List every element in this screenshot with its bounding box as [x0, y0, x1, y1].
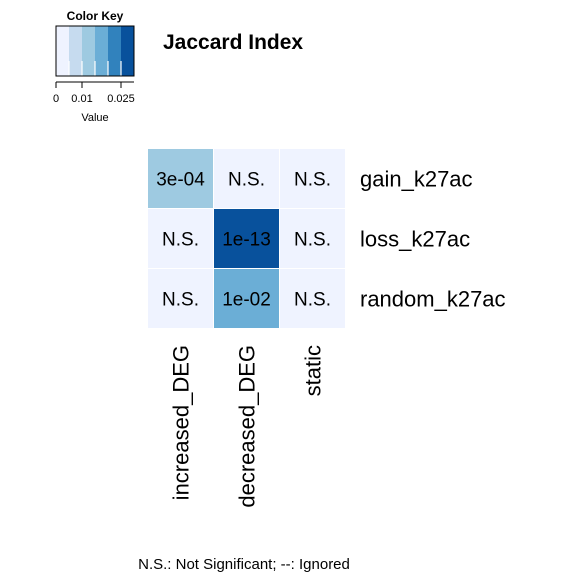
heatmap-cell-label: N.S.	[162, 230, 199, 251]
color-key-swatch	[69, 26, 82, 76]
color-key-swatch	[121, 26, 134, 76]
heatmap-cell-label: N.S.	[294, 290, 331, 311]
color-key: Color Key 0 0.01 0.025 Value	[53, 9, 135, 124]
row-labels: gain_k27ac loss_k27ac random_k27ac	[360, 167, 506, 312]
column-label: decreased_DEG	[235, 345, 260, 508]
color-key-tick-label: 0	[53, 93, 59, 105]
color-key-ticks: 0 0.01 0.025	[53, 82, 135, 105]
heatmap-cell-label: N.S.	[162, 290, 199, 311]
heatmap-cell-label: N.S.	[294, 230, 331, 251]
row-label: random_k27ac	[360, 287, 506, 312]
row-label: gain_k27ac	[360, 167, 473, 192]
color-key-swatches	[56, 26, 134, 76]
column-label: static	[301, 345, 326, 396]
color-key-tick-label: 0.025	[107, 93, 135, 105]
heatmap-cell-label: 1e-13	[222, 230, 271, 251]
color-key-tick-label: 0.01	[71, 93, 92, 105]
color-key-xlabel: Value	[81, 112, 108, 124]
chart-title: Jaccard Index	[163, 31, 303, 54]
color-key-swatch	[82, 26, 95, 76]
column-label: increased_DEG	[169, 345, 194, 500]
color-key-swatch	[108, 26, 121, 76]
heatmap-cell-label: N.S.	[294, 170, 331, 191]
heatmap-cell-label: N.S.	[228, 170, 265, 191]
row-label: loss_k27ac	[360, 227, 470, 252]
column-labels: increased_DEG decreased_DEG static	[169, 345, 326, 508]
heatmap-cell-label: 3e-04	[156, 170, 205, 191]
color-key-swatch	[56, 26, 69, 76]
color-key-title: Color Key	[67, 9, 124, 23]
footnote: N.S.: Not Significant; --: Ignored	[138, 556, 350, 573]
heatmap-cells: 3e-04 N.S. N.S. N.S. 1e-13 N.S. N.S. 1e-02 N.S.	[148, 149, 345, 328]
heatmap-cell-label: 1e-02	[222, 290, 271, 311]
color-key-swatch	[95, 26, 108, 76]
